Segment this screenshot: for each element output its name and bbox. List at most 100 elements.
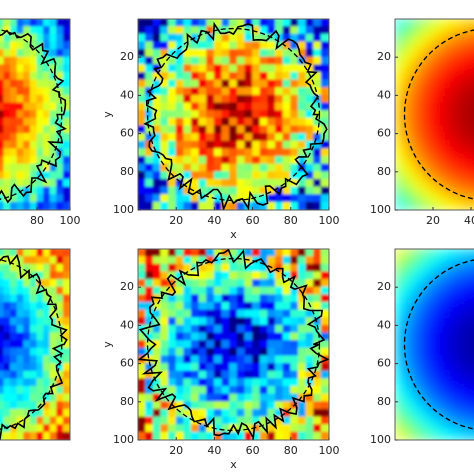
heatmap-cell xyxy=(275,279,284,288)
heatmap-cell xyxy=(432,263,442,273)
heatmap-cell xyxy=(43,163,51,173)
heatmap-cell xyxy=(145,294,154,303)
heatmap-cell xyxy=(152,41,162,51)
y-tick-label: 100 xyxy=(113,203,134,216)
heatmap-cell xyxy=(305,378,315,388)
heatmap-cell xyxy=(305,41,315,51)
heatmap-cell xyxy=(440,125,449,135)
heatmap-cell xyxy=(168,347,177,357)
heatmap-cell xyxy=(49,186,58,196)
heatmap-cell xyxy=(440,186,449,196)
heatmap-cell xyxy=(198,87,208,96)
heatmap-cell xyxy=(36,256,45,265)
heatmap-cell xyxy=(198,301,208,311)
heatmap-cell xyxy=(259,87,269,96)
heatmap-cell xyxy=(395,408,404,418)
heatmap-cell xyxy=(229,156,238,165)
heatmap-cell xyxy=(470,286,474,296)
heatmap-cell xyxy=(252,279,261,288)
heatmap-cell xyxy=(409,94,419,104)
heatmap-cell xyxy=(409,355,419,365)
heatmap-cell xyxy=(462,408,472,418)
heatmap-cell xyxy=(10,279,18,288)
x-tick-label: 40 xyxy=(464,214,474,227)
heatmap-cell xyxy=(259,378,269,388)
heatmap-cell xyxy=(409,294,419,303)
heatmap-cell xyxy=(23,408,31,418)
heatmap-cell xyxy=(297,156,307,165)
heatmap-cell xyxy=(168,340,177,349)
heatmap-cell xyxy=(43,279,51,288)
heatmap-cell xyxy=(23,424,31,433)
heatmap-cell xyxy=(3,156,12,165)
heatmap-cell xyxy=(229,140,238,150)
heatmap-cell xyxy=(145,286,154,296)
heatmap-cell xyxy=(206,279,215,288)
heatmap-cell xyxy=(417,386,426,395)
heatmap-cell xyxy=(395,194,404,203)
heatmap-cell xyxy=(470,249,474,258)
heatmap-cell xyxy=(259,408,269,418)
heatmap-cell xyxy=(470,201,474,210)
heatmap-cell xyxy=(275,110,284,119)
heatmap-cell xyxy=(0,401,5,410)
heatmap-cell xyxy=(259,317,269,326)
heatmap-cell xyxy=(432,140,442,150)
heatmap-cell xyxy=(462,347,472,357)
x-tick-label: 80 xyxy=(284,444,298,457)
heatmap-cell xyxy=(440,386,449,395)
heatmap-cell xyxy=(183,249,192,258)
heatmap-cell xyxy=(49,424,58,433)
heatmap-cell xyxy=(36,317,45,326)
heatmap-cell xyxy=(16,363,25,372)
heatmap-cell xyxy=(183,117,192,127)
heatmap-cell xyxy=(409,393,419,403)
heatmap-cell xyxy=(409,56,419,66)
heatmap-cell xyxy=(244,178,254,188)
heatmap-cell xyxy=(183,294,192,303)
heatmap-cell xyxy=(36,186,45,196)
heatmap-cell xyxy=(56,171,64,180)
heatmap-cell xyxy=(138,249,147,258)
heatmap-cell xyxy=(447,424,457,433)
heatmap-cell xyxy=(395,324,404,334)
heatmap-cell xyxy=(470,263,474,273)
heatmap-cell xyxy=(409,416,419,426)
heatmap-cell xyxy=(198,19,208,28)
heatmap-cell xyxy=(0,133,5,142)
heatmap-cell xyxy=(152,117,162,127)
heatmap-cell xyxy=(152,71,162,81)
heatmap-cell xyxy=(440,424,449,433)
heatmap-cell xyxy=(36,125,45,135)
heatmap-cell xyxy=(3,140,12,150)
heatmap-cell xyxy=(213,178,223,188)
heatmap-cell xyxy=(160,26,170,35)
heatmap-cell xyxy=(175,171,185,180)
heatmap-cell xyxy=(213,64,223,73)
heatmap-cell xyxy=(455,94,464,104)
heatmap-cell xyxy=(198,125,208,135)
heatmap-cell xyxy=(275,355,284,365)
heatmap-cell xyxy=(313,309,322,319)
heatmap-cell xyxy=(183,194,192,203)
heatmap-cell xyxy=(23,26,31,35)
heatmap-cell xyxy=(462,263,472,273)
heatmap-cell xyxy=(221,271,231,281)
heatmap-cell xyxy=(16,340,25,349)
heatmap-cell xyxy=(145,33,154,43)
heatmap-cell xyxy=(275,178,284,188)
heatmap-cell xyxy=(424,178,434,188)
heatmap-cell xyxy=(145,41,154,51)
heatmap-cell xyxy=(282,347,292,357)
heatmap-cell xyxy=(470,64,474,73)
heatmap-cell xyxy=(36,378,45,388)
heatmap-cell xyxy=(138,87,147,96)
heatmap-cell xyxy=(409,133,419,142)
heatmap-cell xyxy=(313,56,322,66)
heatmap-cell xyxy=(424,41,434,51)
heatmap-cell xyxy=(23,294,31,303)
heatmap-cell xyxy=(206,117,215,127)
heatmap-cell xyxy=(275,194,284,203)
heatmap-cell xyxy=(244,156,254,165)
heatmap-cell xyxy=(462,125,472,135)
